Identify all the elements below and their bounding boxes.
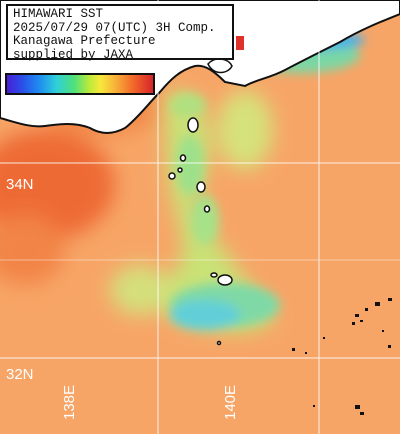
cool-core: [170, 93, 280, 330]
title-line-3: Kanagawa Prefecture: [13, 34, 156, 48]
color-scale-bar: 24 26 28 30: [5, 73, 155, 95]
lon-label-140e: 140E: [222, 384, 239, 420]
lat-label-34n: 34N: [6, 176, 34, 193]
title-box: HIMAWARI SST 2025/07/29 07(UTC) 3H Comp.…: [6, 4, 234, 62]
title-line-2: 2025/07/29 07(UTC) 3H Comp.: [13, 20, 216, 35]
title-line-4: supplied by JAXA: [13, 47, 134, 62]
title-line-1: HIMAWARI SST: [13, 7, 104, 21]
land-inlet-hot: [236, 36, 244, 50]
color-scale-gradient: [7, 75, 153, 93]
no-data-specks: [292, 298, 392, 415]
izu-islands: [168, 117, 233, 346]
lat-label-32n: 32N: [6, 366, 34, 383]
lon-label-138e: 138E: [61, 384, 78, 420]
